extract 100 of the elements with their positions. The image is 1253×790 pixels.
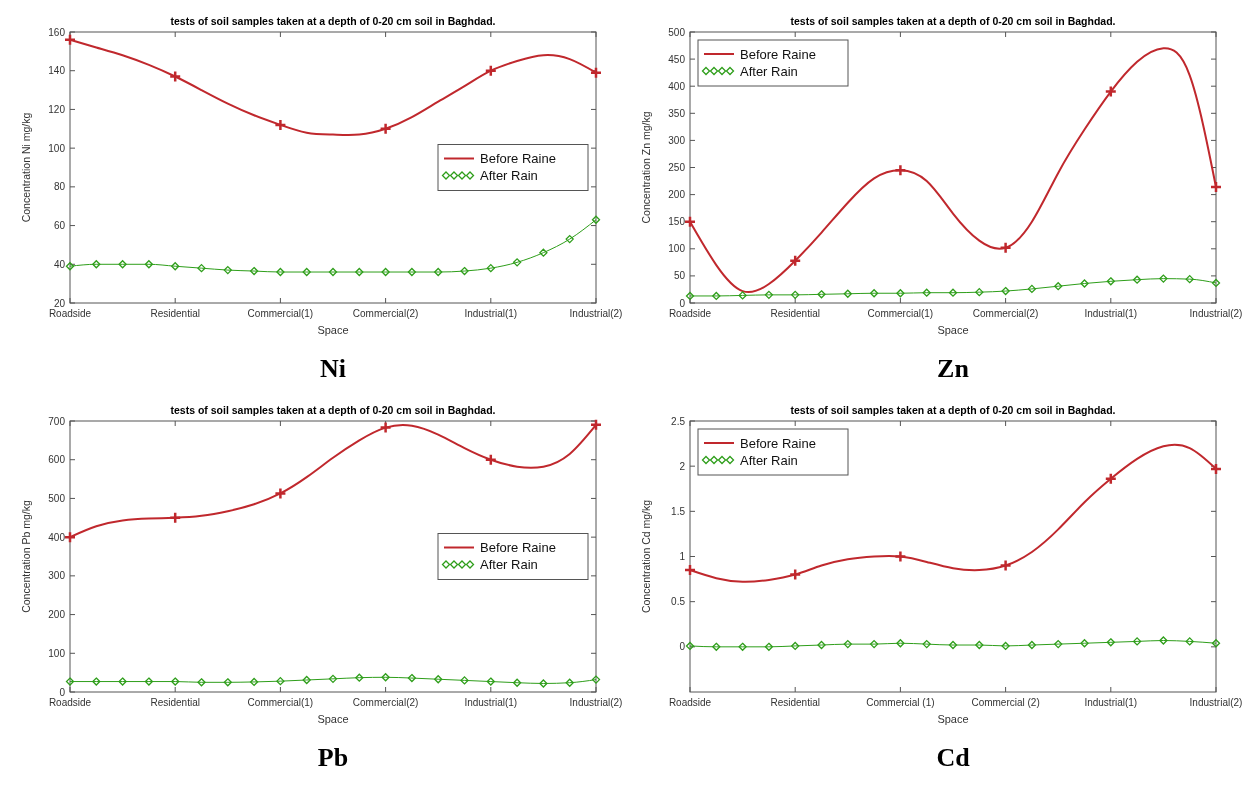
point [817, 640, 826, 650]
y-tick-label: 80 [53, 181, 66, 193]
point [975, 640, 984, 650]
point [788, 568, 802, 581]
x-tick-label: Industrial(1) [464, 308, 518, 319]
point [1080, 279, 1089, 288]
point [118, 677, 127, 686]
point [1001, 641, 1010, 651]
point [591, 215, 601, 224]
point [791, 641, 800, 651]
y-tick-label: 250 [668, 162, 686, 173]
y-tick-label: 0 [679, 641, 686, 653]
point [948, 640, 958, 650]
y-tick-label: 700 [48, 415, 66, 427]
y-axis-title: Concentration Cd mg/kg [640, 499, 652, 614]
point [381, 267, 390, 277]
y-tick-label: 500 [668, 26, 686, 38]
y-tick-label: 600 [48, 454, 66, 466]
point [276, 267, 285, 277]
text: Ni [320, 354, 346, 383]
y-tick-label: 350 [668, 107, 686, 119]
point [1209, 180, 1223, 194]
y-tick-label: 1.5 [671, 505, 686, 517]
point [869, 639, 879, 649]
x-tick-label: Industrial(1) [464, 697, 518, 708]
point [1106, 638, 1115, 647]
point [512, 678, 522, 687]
y-tick-label: 100 [48, 142, 66, 154]
legend-label: After Rain [480, 557, 538, 573]
x-tick-label: Commercial(1) [247, 308, 314, 319]
x-tick-label: Industrial(2) [569, 308, 623, 319]
chart-title: tests of soil samples taken at a depth of 0-20 cm soil in Baghdad. [170, 404, 496, 416]
point [683, 215, 697, 228]
point [379, 421, 392, 434]
y-tick-label: 100 [668, 243, 686, 255]
point [63, 33, 77, 46]
point [1132, 275, 1142, 284]
point [1211, 278, 1221, 288]
y-axis-title: Concentration Zn mg/kg [640, 111, 652, 224]
y-tick-label: 0.5 [671, 596, 686, 608]
text: Cd [936, 743, 971, 772]
point [685, 291, 695, 301]
x-tick-label: Commercial(2) [352, 308, 419, 319]
point [168, 70, 182, 83]
point [197, 264, 206, 273]
point [1001, 286, 1010, 296]
point [249, 677, 259, 687]
point [302, 267, 311, 277]
point [539, 679, 548, 688]
x-tick-label: Commercial(2) [972, 308, 1039, 319]
point [764, 290, 774, 300]
x-tick-label: Residential [770, 308, 820, 319]
point [407, 267, 417, 277]
point [144, 677, 154, 686]
point [460, 266, 469, 276]
y-tick-label: 40 [53, 258, 66, 270]
point [274, 118, 287, 132]
y-axis-title: Concentration Ni mg/kg [20, 112, 32, 223]
x-tick-label: Industrial(2) [1189, 697, 1243, 708]
x-axis-title: Space [317, 324, 349, 336]
x-tick-label: Industrial(1) [1084, 308, 1138, 319]
point [565, 234, 574, 244]
y-tick-label: 400 [668, 80, 686, 92]
point [999, 241, 1012, 254]
point [843, 639, 852, 649]
x-axis-title: Space [317, 713, 349, 725]
point [1080, 639, 1089, 648]
x-tick-label: Residential [150, 697, 200, 708]
y-tick-label: 2 [679, 460, 686, 472]
y-tick-label: 160 [48, 26, 66, 38]
point [171, 262, 180, 271]
y-tick-label: 500 [48, 492, 66, 504]
point [434, 675, 443, 684]
point [276, 677, 285, 686]
point [683, 563, 697, 577]
x-tick-label: Roadside [48, 308, 92, 319]
point [355, 673, 364, 682]
point [484, 453, 498, 466]
x-tick-label: Roadside [668, 308, 712, 319]
point [1054, 282, 1063, 291]
point [1104, 472, 1118, 486]
point [223, 678, 232, 687]
point [591, 675, 601, 684]
point [712, 291, 721, 301]
point [1209, 462, 1223, 476]
y-tick-label: 300 [668, 134, 686, 146]
point [379, 122, 392, 136]
point [460, 676, 469, 685]
point [1106, 277, 1115, 286]
point [685, 641, 695, 651]
point [1132, 637, 1142, 646]
line-series [69, 423, 597, 539]
x-tick-label: Residential [770, 697, 820, 708]
x-tick-label: Roadside [668, 697, 712, 708]
chart-title: tests of soil samples taken at a depth of 0-20 cm soil in Baghdad. [790, 404, 1116, 416]
line-series [69, 38, 597, 136]
y-tick-label: 20 [53, 297, 66, 309]
text: Zn [937, 354, 970, 383]
point [922, 288, 931, 297]
point [118, 260, 127, 269]
